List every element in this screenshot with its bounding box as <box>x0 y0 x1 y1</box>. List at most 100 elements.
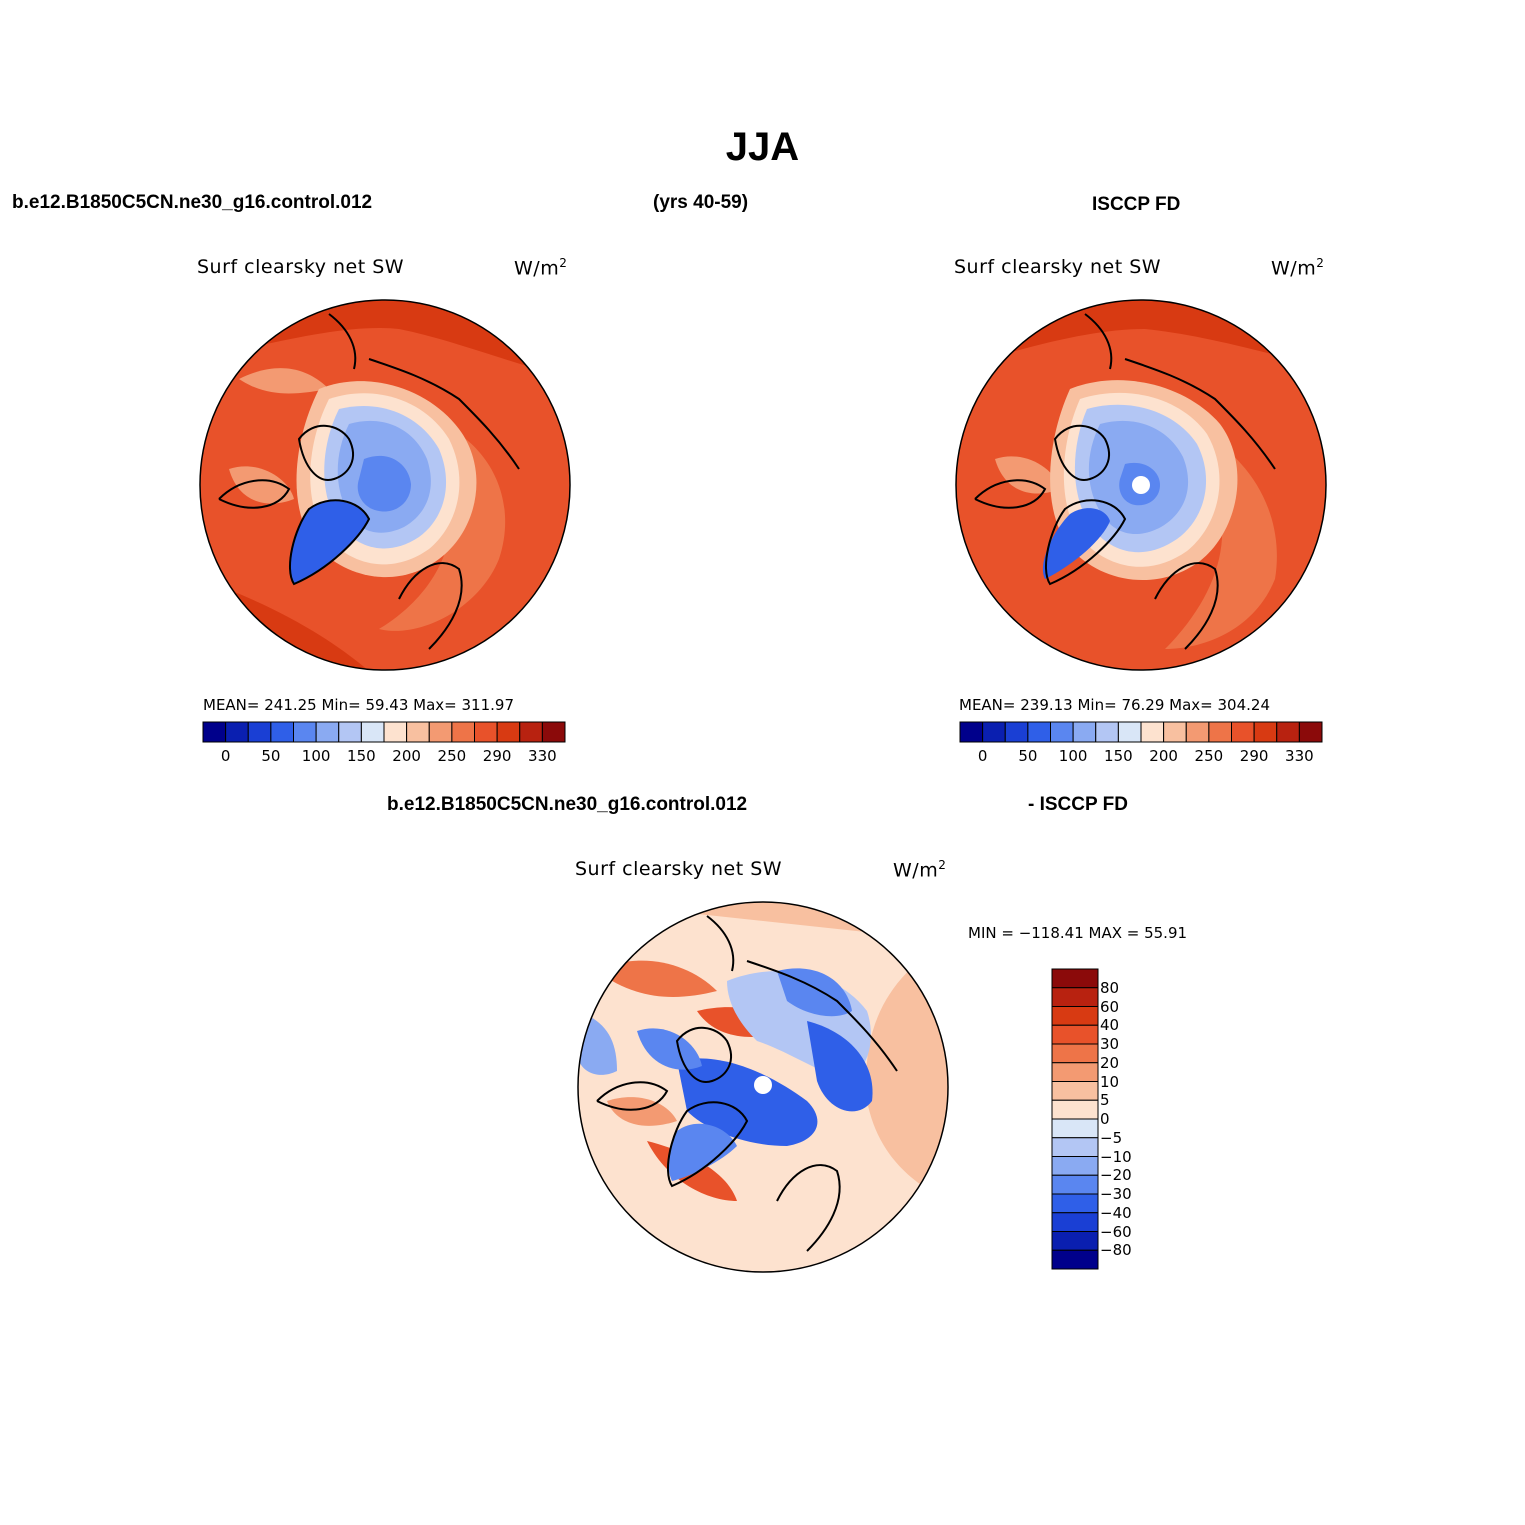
model-colorbar-swatch <box>225 721 249 743</box>
diff-colorbar-swatch <box>1051 1043 1099 1064</box>
model-map-border <box>199 299 571 671</box>
obs-colorbar-swatch <box>959 721 984 743</box>
diff-units-sup: 2 <box>938 858 947 872</box>
obs-coastlines <box>974 313 1276 650</box>
model-colorbar-tick-label: 50 <box>261 747 281 765</box>
obs-variable-title: Surf clearsky net SW <box>954 256 1162 278</box>
diff-colorbar-swatch <box>1051 1156 1099 1176</box>
model-colorbar-tick-label: 250 <box>437 747 467 765</box>
obs-colorbar-tick-label: 50 <box>1018 747 1038 765</box>
model-colorbar-swatch <box>519 721 543 743</box>
diff-coastlines <box>596 915 898 1252</box>
years-label: (yrs 40-59) <box>653 192 749 213</box>
model-units: W/m2 <box>514 256 567 279</box>
diff-colorbar-tick-label: 80 <box>1100 978 1120 997</box>
diff-colorbar-tick-label: −40 <box>1100 1203 1132 1222</box>
model-colorbar-swatch <box>474 721 498 743</box>
model-colorbar-swatch <box>451 721 475 743</box>
diff-colorbar-swatch <box>1051 1174 1099 1195</box>
obs-colorbar-tick-label: 290 <box>1239 747 1269 765</box>
diff-colorbar-tick-label: −30 <box>1100 1185 1132 1203</box>
diff-map-border <box>577 901 949 1273</box>
diff-colorbar-tick-label: −20 <box>1100 1166 1132 1185</box>
diff-colorbar-tick-label: 10 <box>1100 1072 1120 1091</box>
diff-colorbar-tick-label: 20 <box>1100 1053 1120 1072</box>
figure-title: JJA <box>725 125 800 169</box>
model-colorbar-labels: 0 50 100 150 200 250 290 330 <box>203 747 565 767</box>
model-colorbar-swatch <box>360 721 385 743</box>
diff-colorbar-tick-label: −60 <box>1100 1222 1132 1241</box>
obs-colorbar-tick-label: 330 <box>1285 747 1314 765</box>
case-name-label: b.e12.B1850C5CN.ne30_g16.control.012 <box>12 192 373 213</box>
obs-colorbar-swatch <box>1276 721 1300 743</box>
diff-colorbar-swatch <box>1051 1081 1099 1101</box>
obs-colorbar-swatch <box>1050 721 1074 743</box>
model-colorbar-swatch <box>202 721 227 743</box>
diff-colorbar-swatch <box>1051 1193 1099 1214</box>
obs-units-base: W/m <box>1271 257 1317 280</box>
obs-colorbar-swatch <box>1231 721 1255 743</box>
diff-colorbar-swatch <box>1051 1249 1099 1270</box>
obs-colorbar-swatch <box>1298 721 1323 743</box>
obs-map-border <box>955 299 1327 671</box>
obs-colorbar-tick-label: 0 <box>977 747 988 765</box>
obs-polar-map <box>955 299 1327 671</box>
diff-colorbar-tick-label: 60 <box>1100 997 1120 1016</box>
obs-colorbar-tick-label: 200 <box>1149 747 1178 765</box>
model-colorbar-tick-label: 150 <box>347 747 376 765</box>
diff-colorbar-tick-label: −5 <box>1100 1128 1123 1147</box>
model-colorbar <box>202 721 566 743</box>
model-coastlines <box>218 313 520 650</box>
diff-colorbar-tick-label: 5 <box>1100 1091 1110 1110</box>
obs-colorbar-labels: 0 50 100 150 200 250 290 330 <box>960 747 1322 767</box>
obs-units-sup: 2 <box>1316 256 1325 270</box>
model-colorbar-swatch <box>383 721 408 743</box>
diff-colorbar-tick-label: −80 <box>1100 1241 1132 1260</box>
obs-colorbar-swatch <box>1027 721 1051 743</box>
diff-colorbar-swatch <box>1051 1024 1099 1045</box>
obs-colorbar-tick-label: 250 <box>1194 747 1224 765</box>
diff-colorbar-swatch <box>1051 1231 1099 1251</box>
model-colorbar-swatch <box>496 721 521 743</box>
model-units-base: W/m <box>514 257 560 280</box>
diff-colorbar-swatch <box>1051 1137 1099 1157</box>
diff-colorbar-swatch <box>1051 987 1099 1007</box>
diff-stats: MIN = −118.41 MAX = 55.91 <box>968 924 1188 942</box>
obs-colorbar-swatch <box>1253 721 1278 743</box>
model-colorbar-tick-label: 330 <box>528 747 557 765</box>
model-colorbar-tick-label: 100 <box>301 747 331 765</box>
obs-colorbar <box>959 721 1323 743</box>
obs-units: W/m2 <box>1271 256 1324 279</box>
model-units-sup: 2 <box>559 256 568 270</box>
obs-stats: MEAN= 239.13 Min= 76.29 Max= 304.24 <box>959 696 1270 714</box>
diff-units: W/m2 <box>893 858 946 881</box>
diff-colorbar-swatch <box>1051 968 1099 989</box>
diff-polar-map <box>577 901 949 1273</box>
obs-colorbar-swatch <box>1208 721 1232 743</box>
diff-colorbar-labels: 80 60 40 30 20 10 5 0 −5 −10 −20 −30 −40 −60 −80 <box>1100 969 1160 1269</box>
obs-colorbar-swatch <box>1072 721 1097 743</box>
model-colorbar-swatch <box>338 721 362 743</box>
obs-colorbar-swatch <box>1095 721 1119 743</box>
obs-colorbar-tick-label: 150 <box>1104 747 1133 765</box>
diff-obs-name-label: - ISCCP FD <box>1028 794 1128 815</box>
obs-colorbar-swatch <box>1004 721 1029 743</box>
diff-case-name-label: b.e12.B1850C5CN.ne30_g16.control.012 <box>387 794 748 815</box>
diff-colorbar-swatch <box>1051 1006 1099 1026</box>
diff-colorbar-tick-label: 30 <box>1100 1035 1120 1053</box>
model-colorbar-swatch <box>428 721 453 743</box>
model-colorbar-tick-label: 200 <box>392 747 421 765</box>
diff-colorbar-tick-label: 40 <box>1100 1016 1120 1035</box>
diff-units-base: W/m <box>893 859 939 882</box>
obs-field <box>956 300 1326 670</box>
diff-colorbar-swatch <box>1051 1212 1099 1232</box>
model-colorbar-swatch <box>293 721 317 743</box>
diff-colorbar-tick-label: 0 <box>1100 1110 1110 1128</box>
diff-field <box>578 902 948 1272</box>
diff-variable-title: Surf clearsky net SW <box>575 858 783 880</box>
model-colorbar-tick-label: 290 <box>482 747 512 765</box>
model-field <box>200 300 570 670</box>
diff-colorbar-swatch <box>1051 1099 1099 1120</box>
obs-colorbar-swatch <box>982 721 1006 743</box>
model-colorbar-swatch <box>406 721 430 743</box>
